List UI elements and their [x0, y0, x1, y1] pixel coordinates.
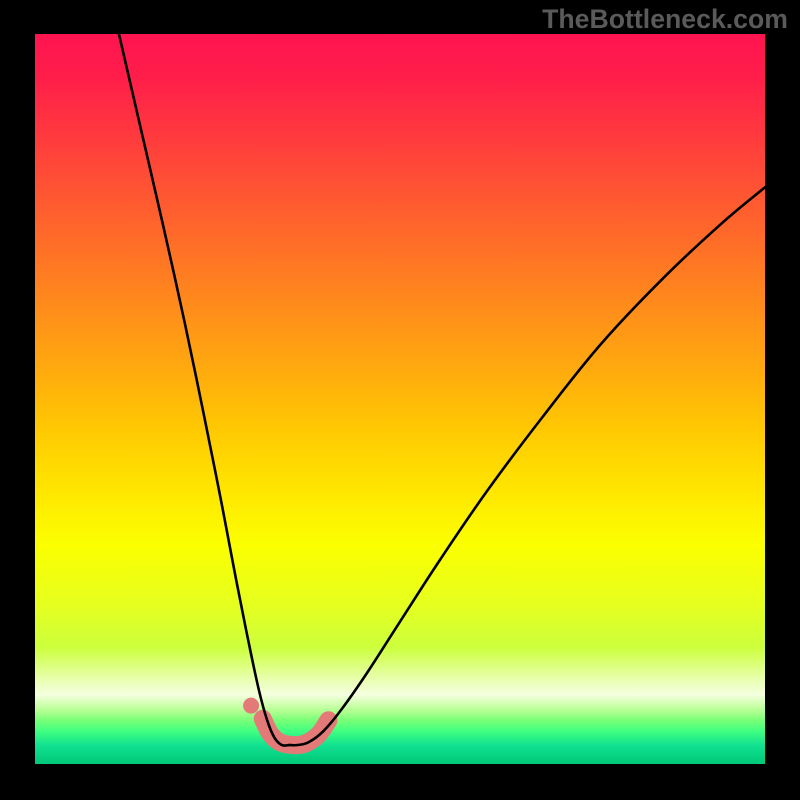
chart-stage: TheBottleneck.com: [0, 0, 800, 800]
chart-svg: [0, 0, 800, 800]
watermark-text: TheBottleneck.com: [542, 4, 788, 35]
